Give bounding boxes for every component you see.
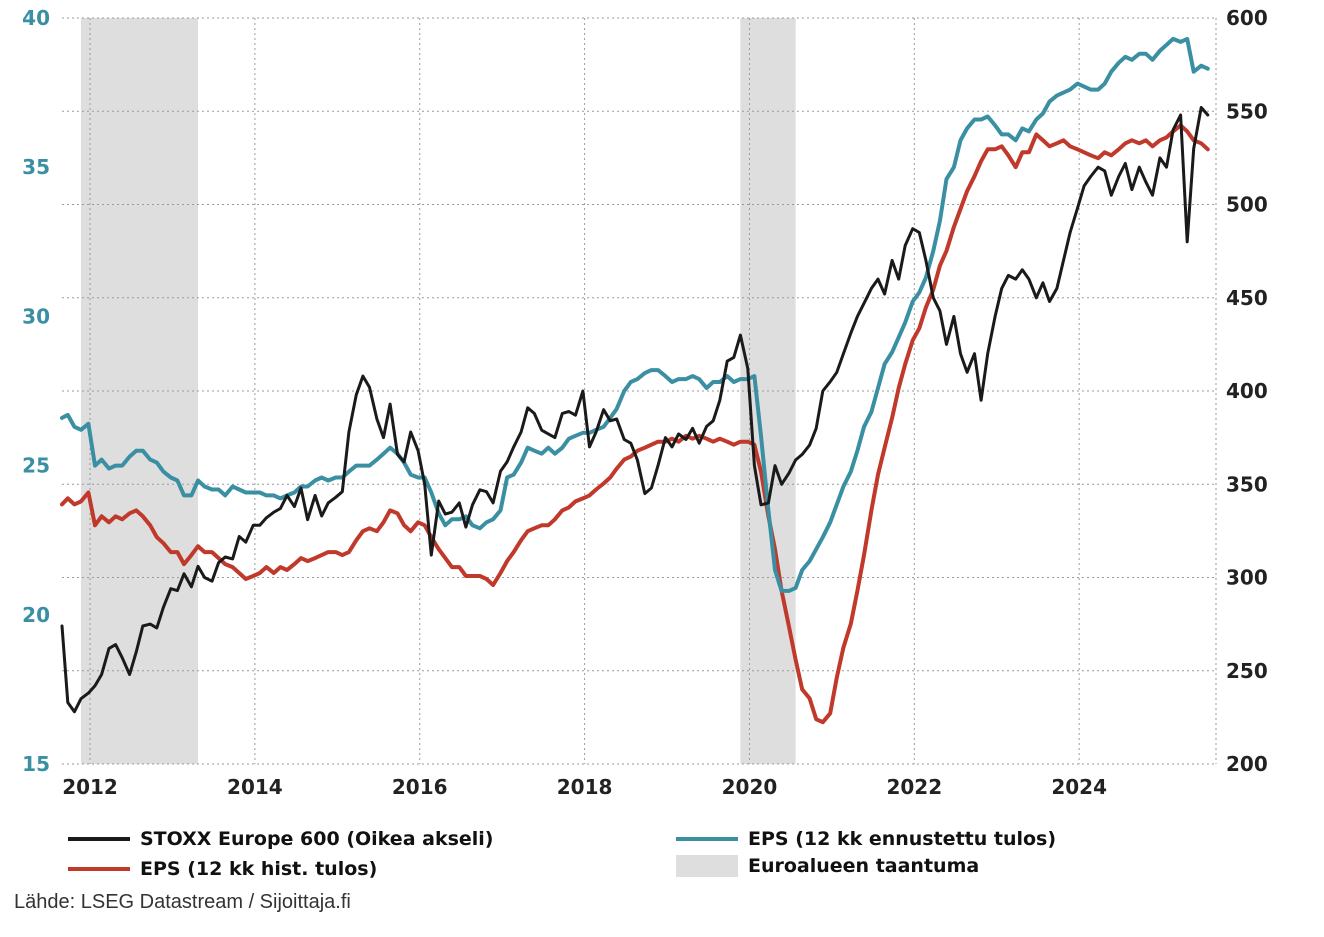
series-line-2 [60,36,1210,593]
x-tick-label-1: 2014 [227,775,283,799]
right-tick-label-7: 550 [1226,99,1268,123]
legend-swatch-eps-hist [68,867,130,871]
legend-item-eps-hist: EPS (12 kk hist. tulos) [68,858,377,880]
legend-item-eps-fwd: EPS (12 kk ennustettu tulos) [676,828,1056,850]
right-tick-label-5: 450 [1226,286,1268,310]
legend-swatch-eps-fwd [676,837,738,841]
legend-swatch-stoxx [68,837,130,841]
series-lines [60,36,1210,725]
x-tick-label-0: 2012 [62,775,118,799]
left-tick-label-5: 40 [22,6,50,30]
right-tick-label-4: 400 [1226,379,1268,403]
right-tick-label-3: 350 [1226,472,1268,496]
left-tick-label-3: 30 [22,304,50,328]
legend-swatch-recession [676,855,738,877]
x-tick-label-4: 2020 [722,775,778,799]
legend-label-recession: Euroalueen taantuma [748,855,980,877]
x-tick-label-3: 2018 [557,775,613,799]
legend-label-stoxx: STOXX Europe 600 (Oikea akseli) [140,828,494,850]
right-tick-label-2: 300 [1226,566,1268,590]
right-axis-ticks: 200 250 300 350 400 450 500 550 600 [1226,6,1268,776]
left-tick-label-2: 25 [22,454,50,478]
left-tick-label-4: 35 [22,155,50,179]
x-tick-label-2: 2016 [392,775,448,799]
right-tick-label-1: 250 [1226,659,1268,683]
legend-label-eps-fwd: EPS (12 kk ennustettu tulos) [748,828,1057,850]
legend-item-recession: Euroalueen taantuma [676,855,979,877]
series-line-1 [60,123,1210,725]
left-tick-label-1: 20 [22,603,50,627]
right-tick-label-6: 500 [1226,193,1268,217]
right-tick-label-0: 200 [1226,752,1268,776]
series-line-0 [60,106,1210,714]
x-axis-ticks: 2012 2014 2016 2018 2020 2022 2024 [62,775,1107,799]
legend-label-eps-hist: EPS (12 kk hist. tulos) [140,858,378,880]
x-tick-label-6: 2024 [1051,775,1107,799]
line-chart: 15 20 25 30 35 40 200 250 300 350 400 450 500 550 600… [22,6,1268,799]
right-tick-label-8: 600 [1226,6,1268,30]
left-axis-ticks: 15 20 25 30 35 40 [22,6,50,776]
source-note: Lähde: LSEG Datastream / Sijoittaja.fi [14,891,351,913]
grid-lines [62,17,1217,765]
x-tick-label-5: 2022 [886,775,942,799]
left-tick-label-0: 15 [22,752,50,776]
chart-legend: STOXX Europe 600 (Oikea akseli) EPS (12 … [0,820,1324,890]
legend-item-stoxx: STOXX Europe 600 (Oikea akseli) [68,828,494,850]
